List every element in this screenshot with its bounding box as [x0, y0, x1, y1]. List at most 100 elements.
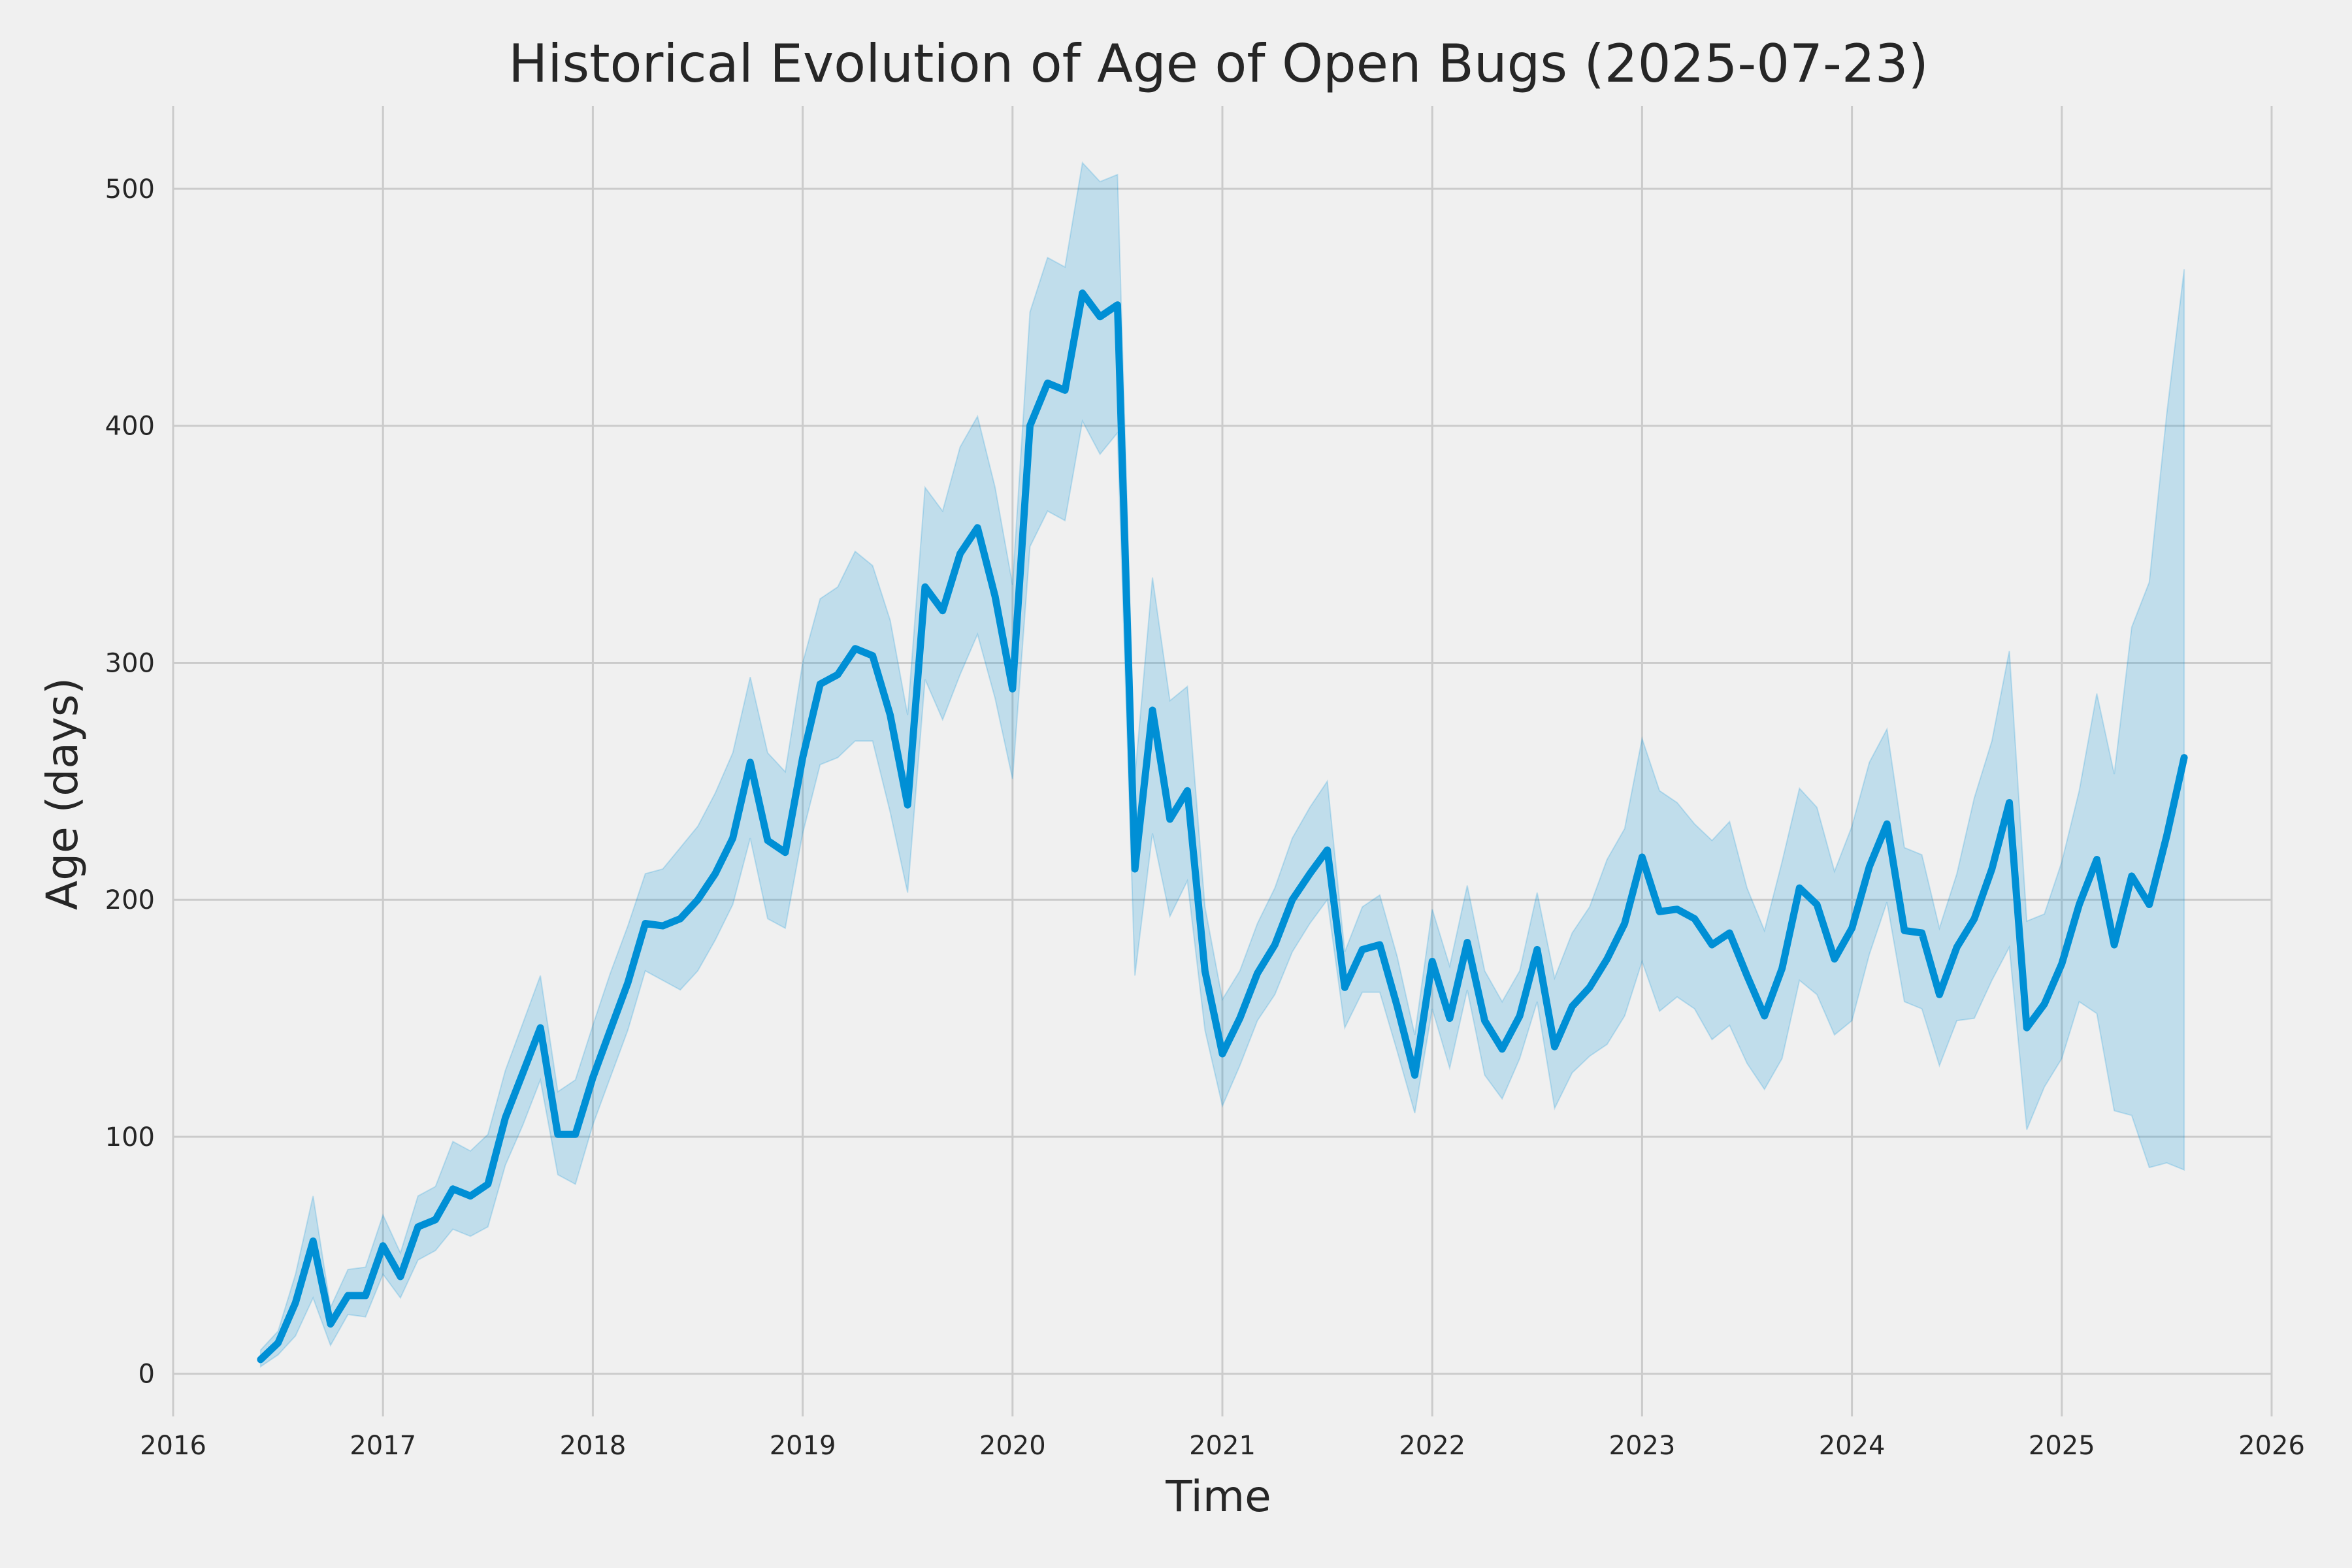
data-point — [1901, 927, 1908, 934]
data-point — [2181, 754, 2188, 761]
data-point — [519, 1070, 527, 1076]
data-point — [502, 1114, 509, 1121]
data-point — [1044, 380, 1051, 387]
data-point — [1079, 289, 1086, 297]
data-point — [537, 1024, 544, 1032]
data-point — [851, 645, 858, 652]
data-point — [467, 1192, 474, 1200]
data-point — [1778, 965, 1786, 972]
data-point — [2006, 799, 2013, 806]
data-point — [799, 754, 806, 761]
data-point — [1324, 847, 1331, 853]
data-point — [310, 1237, 317, 1245]
data-point — [1306, 870, 1313, 877]
data-point — [1621, 920, 1628, 927]
data-point — [1446, 1015, 1453, 1022]
data-point — [747, 759, 754, 766]
data-point — [1953, 943, 1961, 951]
data-point — [711, 870, 719, 877]
data-point — [834, 671, 841, 678]
y-tick-label: 200 — [105, 885, 155, 915]
data-point — [2058, 960, 2065, 968]
data-point — [1674, 906, 1680, 913]
data-point — [1796, 885, 1803, 892]
data-point — [1814, 901, 1820, 908]
data-point — [1289, 896, 1296, 904]
x-tick-labels: 2016 2017 2018 2019 2020 2021 2022 2023 2024 2025… — [140, 1431, 2305, 1461]
data-point — [1184, 787, 1191, 794]
data-point — [1603, 955, 1610, 962]
data-point — [1254, 970, 1261, 977]
data-point — [1639, 853, 1646, 860]
y-tick-label: 400 — [105, 412, 155, 442]
data-point — [1586, 984, 1593, 991]
confidence-band — [259, 161, 2185, 1368]
y-axis-label: Age (days) — [37, 678, 88, 910]
data-point — [484, 1181, 491, 1188]
confidence-band-layer — [259, 161, 2185, 1368]
data-point — [1516, 1013, 1524, 1019]
data-point — [292, 1299, 299, 1306]
data-point — [1533, 946, 1541, 953]
data-point — [1970, 915, 1978, 923]
data-point — [1166, 815, 1173, 823]
data-point — [1359, 946, 1366, 953]
x-tick-label: 2024 — [1819, 1431, 1886, 1461]
data-point — [2076, 901, 2083, 908]
data-point — [694, 896, 701, 904]
data-point — [327, 1320, 334, 1328]
data-point — [1744, 972, 1750, 979]
y-tick-label: 100 — [105, 1122, 155, 1152]
data-point — [1848, 924, 1855, 932]
y-tick-label: 500 — [105, 174, 155, 204]
data-point — [904, 802, 911, 809]
data-point — [1936, 991, 1943, 998]
data-point — [362, 1292, 369, 1299]
data-point — [1219, 1051, 1226, 1057]
data-point — [554, 1131, 561, 1138]
x-tick-label: 2018 — [560, 1431, 627, 1461]
data-point — [607, 1026, 614, 1034]
data-point — [257, 1356, 264, 1363]
data-point — [659, 923, 666, 930]
data-point — [1691, 915, 1698, 923]
data-point — [729, 834, 736, 841]
data-point — [677, 915, 684, 923]
data-point — [1026, 422, 1034, 429]
data-point — [2163, 832, 2170, 840]
x-axis-label: Time — [1165, 1471, 1271, 1522]
data-point — [1463, 939, 1471, 946]
data-point — [939, 607, 946, 614]
chart-title: Historical Evolution of Age of Open Bugs… — [508, 33, 1929, 94]
data-point — [432, 1216, 439, 1223]
data-point — [1132, 866, 1139, 873]
x-tick-label: 2017 — [350, 1431, 416, 1461]
data-point — [344, 1292, 351, 1299]
y-tick-label: 300 — [105, 648, 155, 678]
data-point — [1481, 1017, 1488, 1024]
data-point — [274, 1339, 282, 1347]
data-point — [1656, 908, 1663, 915]
data-point — [817, 681, 824, 688]
data-point — [764, 837, 771, 844]
data-point — [1376, 941, 1383, 949]
x-tick-label: 2021 — [1189, 1431, 1256, 1461]
data-point — [1114, 301, 1121, 308]
data-point — [1499, 1045, 1506, 1053]
x-tick-label: 2020 — [979, 1431, 1046, 1461]
data-point — [887, 711, 894, 719]
data-point — [1271, 941, 1279, 949]
x-tick-label: 2026 — [2238, 1431, 2305, 1461]
x-tick-label: 2025 — [2029, 1431, 2095, 1461]
data-point — [1009, 685, 1016, 693]
data-point — [1236, 1015, 1243, 1022]
grid — [172, 106, 2273, 1416]
x-tick-label: 2023 — [1609, 1431, 1676, 1461]
data-point — [397, 1273, 404, 1280]
data-point — [1411, 1071, 1418, 1079]
data-point — [449, 1185, 457, 1192]
y-tick-label: 0 — [139, 1360, 155, 1390]
data-point — [2111, 941, 2118, 949]
